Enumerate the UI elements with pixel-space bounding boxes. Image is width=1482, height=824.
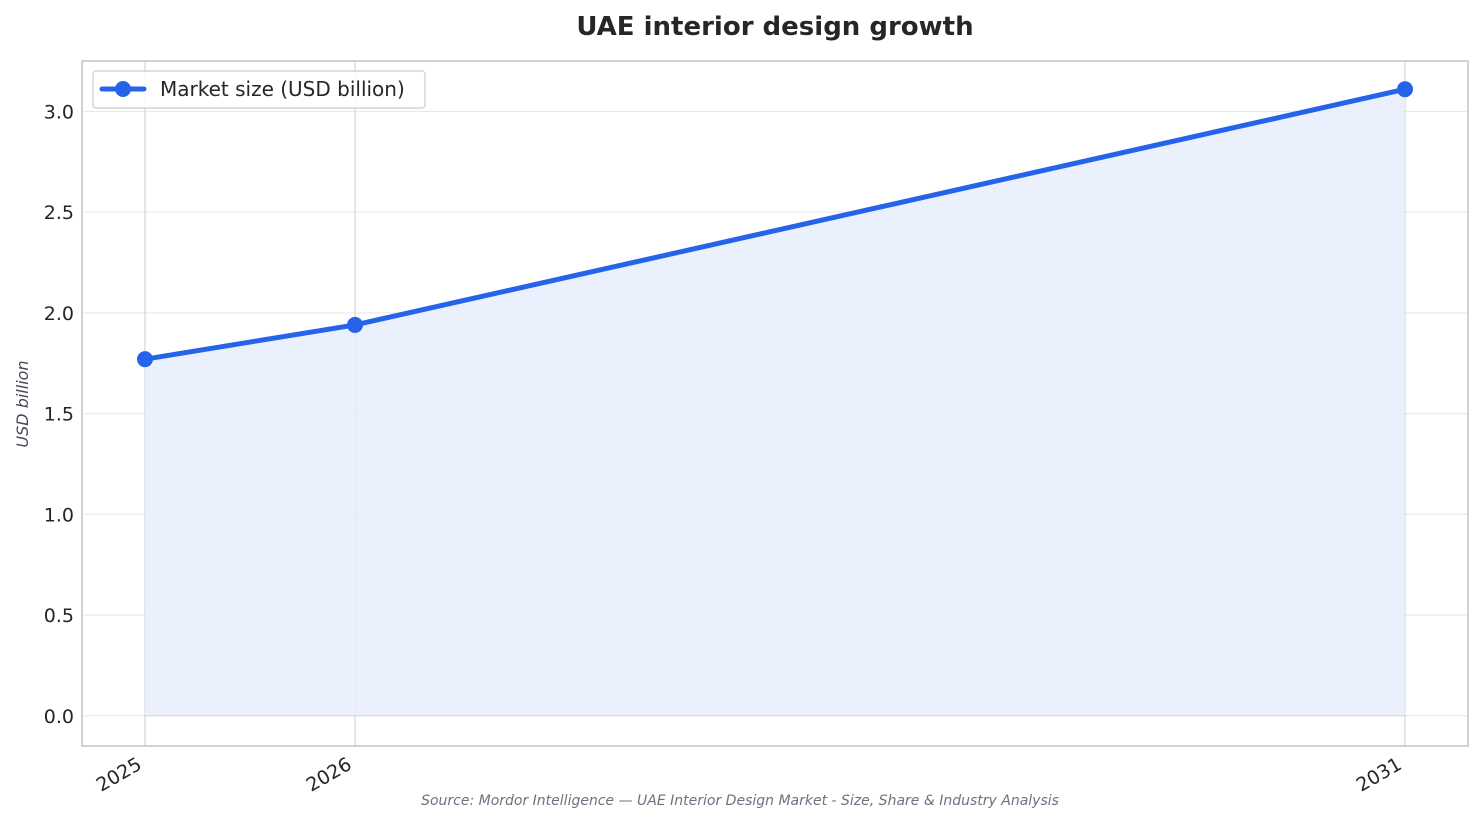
plot-frame bbox=[81, 60, 1469, 747]
y-axis-label: USD billion bbox=[13, 360, 32, 447]
series-layer bbox=[137, 81, 1413, 368]
legend-label: Market size (USD billion) bbox=[160, 77, 405, 101]
legend: Market size (USD billion) bbox=[92, 70, 426, 109]
chart-title: UAE interior design growth bbox=[576, 12, 973, 42]
y-tick-label: 0.0 bbox=[44, 706, 74, 728]
area-layer bbox=[145, 89, 1405, 717]
y-tick-label: 1.0 bbox=[44, 504, 74, 526]
data-point bbox=[1397, 81, 1413, 98]
y-tick-label: 1.5 bbox=[44, 404, 74, 426]
data-point bbox=[137, 351, 153, 368]
area-fill bbox=[145, 89, 1405, 716]
legend-marker bbox=[115, 81, 131, 97]
source-note: Source: Mordor Intelligence — UAE Interi… bbox=[421, 793, 1059, 809]
data-point bbox=[347, 316, 363, 333]
legend-box bbox=[92, 70, 426, 109]
y-tick-label: 3.0 bbox=[44, 101, 74, 123]
y-axis-ticks: 0.0 0.5 1.0 1.5 2.0 2.5 3.0 bbox=[44, 101, 74, 727]
y-tick-label: 0.5 bbox=[44, 605, 74, 627]
y-tick-label: 2.5 bbox=[44, 202, 74, 224]
y-tick-label: 2.0 bbox=[44, 303, 74, 325]
